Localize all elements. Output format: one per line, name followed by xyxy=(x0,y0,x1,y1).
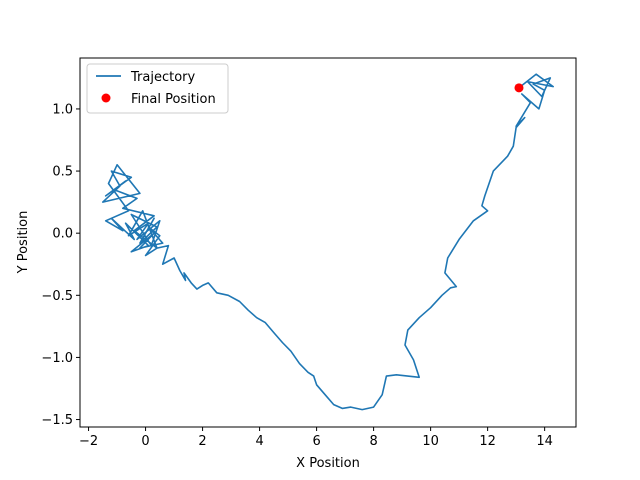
y-tick-label: −1.5 xyxy=(41,413,73,428)
trajectory-line xyxy=(102,73,555,411)
y-tick-label: −1.0 xyxy=(41,351,73,366)
y-tick-label: 1.0 xyxy=(52,102,73,117)
y-tick-label: 0.0 xyxy=(52,227,73,242)
x-tick-label: 8 xyxy=(369,434,377,449)
x-tick-label: −2 xyxy=(79,434,98,449)
y-tick-label: −0.5 xyxy=(41,289,73,304)
legend-final-position-swatch xyxy=(101,93,111,103)
axes-frame xyxy=(79,57,577,428)
legend-box xyxy=(86,63,229,114)
y-axis-ticks: −1.5 −1.0 −0.5 0.0 0.5 1.0 xyxy=(41,102,80,428)
legend-final-position-label: Final Position xyxy=(131,92,216,107)
x-tick-label: 2 xyxy=(198,434,206,449)
final-position-point xyxy=(514,83,524,93)
x-tick-label: 6 xyxy=(312,434,320,449)
legend-trajectory-label: Trajectory xyxy=(130,70,195,85)
x-axis-ticks: −2 0 2 4 6 8 10 12 14 xyxy=(79,427,553,449)
x-tick-label: 10 xyxy=(422,434,439,449)
y-tick-label: 0.5 xyxy=(52,165,73,180)
plot-area xyxy=(102,73,555,411)
x-tick-label: 0 xyxy=(141,434,149,449)
x-tick-label: 14 xyxy=(536,434,553,449)
legend: Trajectory Final Position xyxy=(86,63,229,114)
y-axis-label: Y Position xyxy=(16,211,31,275)
x-tick-label: 12 xyxy=(479,434,496,449)
x-axis-label: X Position xyxy=(296,456,360,471)
x-tick-label: 4 xyxy=(255,434,263,449)
